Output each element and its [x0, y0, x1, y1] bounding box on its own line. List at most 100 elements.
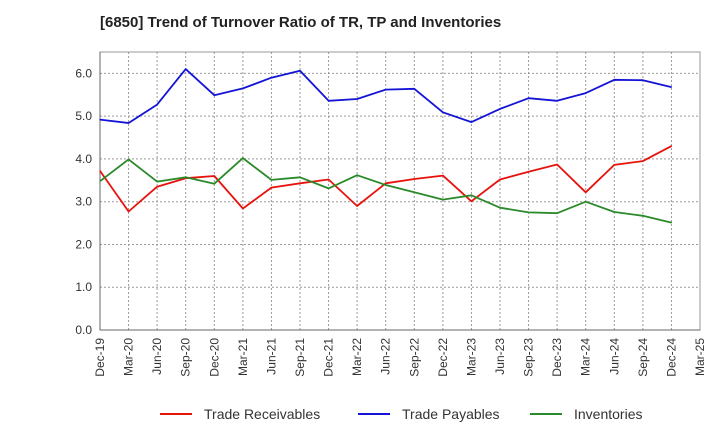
data-point-inventories: [413, 191, 415, 193]
data-point-trade-receivables: [327, 178, 330, 181]
y-tick-label: 6.0: [75, 66, 92, 80]
data-point-trade-payables: [156, 104, 158, 106]
data-point-trade-receivables: [642, 160, 644, 162]
data-point-inventories: [642, 215, 644, 217]
grid-layer: [99, 51, 701, 331]
data-point-trade-receivables: [585, 191, 587, 193]
x-tick-label: Sep-20: [179, 338, 193, 377]
data-point-trade-receivables: [442, 175, 444, 177]
data-point-inventories: [385, 184, 387, 186]
data-point-trade-receivables: [413, 178, 415, 180]
data-point-inventories: [127, 158, 130, 160]
data-point-trade-receivables: [270, 186, 273, 189]
data-point-trade-payables: [127, 122, 130, 124]
data-point-trade-payables: [413, 88, 415, 90]
data-point-trade-payables: [327, 100, 330, 102]
data-point-trade-receivables: [213, 175, 215, 177]
x-tick-label: Sep-21: [293, 338, 307, 377]
data-point-inventories: [185, 176, 187, 178]
x-tick-label: Jun-24: [607, 338, 621, 375]
data-point-trade-payables: [299, 70, 301, 72]
x-tick-label: Sep-22: [407, 338, 421, 377]
data-point-trade-payables: [585, 92, 587, 94]
x-tick-label: Mar-24: [579, 338, 593, 376]
data-point-trade-receivables: [242, 207, 244, 210]
data-point-trade-receivables: [499, 178, 501, 181]
data-point-inventories: [270, 179, 273, 181]
data-point-trade-receivables: [670, 145, 673, 147]
y-tick-label: 0.0: [75, 323, 92, 337]
data-point-inventories: [613, 211, 615, 213]
x-tick-label: Dec-23: [550, 338, 564, 377]
legend-label-trade-receivables: Trade Receivables: [204, 406, 320, 422]
data-point-inventories: [327, 187, 330, 190]
data-point-trade-payables: [99, 118, 101, 121]
legend-label-inventories: Inventories: [574, 406, 642, 422]
x-tick-label: Mar-21: [236, 338, 250, 376]
data-point-trade-receivables: [127, 210, 130, 213]
data-point-inventories: [442, 198, 444, 201]
series-layer: [99, 68, 673, 224]
x-tick-label: Mar-20: [122, 338, 136, 376]
chart-title: [6850] Trend of Turnover Ratio of TR, TP…: [100, 14, 502, 31]
data-point-trade-payables: [499, 108, 501, 110]
plot-area-border: [99, 51, 701, 331]
x-tick-label: Sep-24: [636, 338, 650, 377]
data-point-trade-payables: [185, 68, 187, 70]
y-tick-label: 1.0: [75, 280, 92, 294]
data-point-trade-receivables: [156, 186, 158, 188]
x-tick-label: Dec-24: [664, 338, 678, 377]
data-point-trade-receivables: [356, 205, 358, 207]
data-point-trade-payables: [613, 79, 615, 81]
data-point-trade-payables: [670, 86, 673, 88]
x-tick-label: Dec-20: [207, 338, 221, 377]
data-point-trade-receivables: [613, 164, 615, 166]
x-tick-label: Mar-22: [350, 338, 364, 376]
data-point-trade-receivables: [299, 182, 301, 184]
data-point-trade-receivables: [385, 182, 387, 184]
x-tick-label: Sep-23: [522, 338, 536, 377]
data-point-inventories: [470, 194, 473, 196]
data-point-trade-payables: [527, 97, 530, 99]
data-point-trade-receivables: [556, 163, 558, 166]
x-tick-label: Jun-23: [493, 338, 507, 375]
data-point-trade-receivables: [470, 200, 473, 202]
data-point-inventories: [585, 201, 587, 203]
x-tick-label: Jun-22: [379, 338, 393, 375]
y-tick-label: 2.0: [75, 237, 92, 251]
x-tick-label: Jun-20: [150, 338, 164, 375]
y-tick-label: 5.0: [75, 109, 92, 123]
data-point-inventories: [556, 212, 558, 214]
data-point-inventories: [242, 157, 244, 159]
data-point-inventories: [527, 211, 530, 213]
y-tick-label: 3.0: [75, 195, 92, 209]
data-point-trade-payables: [442, 111, 444, 113]
x-tick-label: Dec-19: [93, 338, 107, 377]
y-tick-label: 4.0: [75, 152, 92, 166]
data-point-trade-payables: [213, 94, 215, 96]
data-point-trade-payables: [556, 100, 558, 102]
data-point-inventories: [213, 183, 215, 185]
x-tick-label: Jun-21: [264, 338, 278, 375]
x-tick-label: Mar-25: [693, 338, 707, 376]
x-tick-label: Dec-22: [436, 338, 450, 377]
legend-layer: Trade Receivables Trade Payables Inventori…: [160, 406, 642, 422]
data-point-trade-receivables: [99, 170, 101, 172]
axis-layer: 0.0 1.0 2.0 3.0 4.0 5.0 6.0 Dec-19 Mar-20 Jun-20 S…: [75, 52, 707, 377]
data-point-trade-payables: [270, 77, 273, 79]
data-point-inventories: [499, 207, 501, 209]
data-point-trade-payables: [385, 89, 387, 91]
legend-label-trade-payables: Trade Payables: [402, 406, 500, 422]
data-point-inventories: [356, 174, 358, 176]
data-point-inventories: [299, 176, 301, 178]
data-point-inventories: [670, 222, 673, 224]
x-tick-label: Dec-21: [322, 338, 336, 377]
data-point-inventories: [99, 180, 101, 182]
data-point-trade-payables: [356, 98, 358, 100]
data-point-trade-receivables: [527, 171, 530, 173]
data-point-inventories: [156, 180, 158, 183]
x-tick-label: Mar-23: [464, 338, 478, 376]
data-point-trade-payables: [642, 79, 644, 81]
data-point-trade-payables: [242, 87, 244, 89]
